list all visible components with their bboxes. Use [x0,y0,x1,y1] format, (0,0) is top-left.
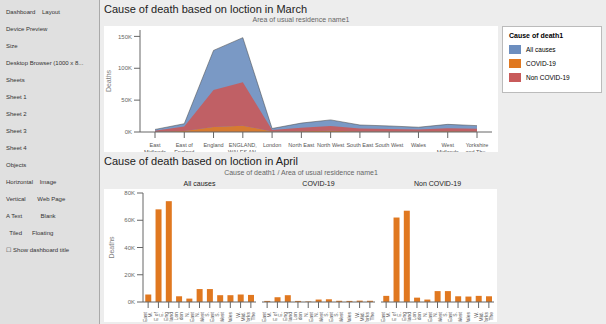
html-text:Cause of death based on loctio: Cause of death based on loction in March [104,3,307,15]
html-text:Objects: Objects [6,162,27,168]
html-text:Lon: Lon [173,312,180,321]
svg-text:Wales: Wales [465,312,471,322]
svg-text:Yorkshireand The..: Yorkshireand The.. [465,142,489,152]
html-text:W.: W. [472,312,479,318]
html-text:M.: M. [385,312,392,318]
html-text:E of: E of [271,312,278,321]
html-text:All causes: All causes [183,180,216,187]
html-text:M.: M. [266,312,273,318]
svg-text:Yorks& The: Yorks& The [364,312,375,322]
svg-text:Wales: Wales [227,312,233,322]
svg-text:EastMidlands: EastMidlands [144,142,166,152]
html-text:Mid.: Mid. [477,312,484,322]
html-text:COVID-19: COVID-19 [526,60,556,67]
html-text:Desktop Browser (1000 x 8...: Desktop Browser (1000 x 8... [6,60,84,66]
svg-text:60K: 60K [124,217,135,223]
html-text:Sheets: Sheets [6,77,25,83]
html-text:S.: S. [204,312,211,317]
html-text:N.: N. [302,312,309,317]
html-text:Lon: Lon [411,312,418,321]
html-text:E.: E. [276,312,283,317]
svg-text:Deaths: Deaths [108,236,115,259]
html-text:E.: E. [395,312,402,317]
html-text:Lon: Lon [292,312,299,321]
html-text:Dashboard Layout: Dashboard Layout [6,9,60,15]
html-text:Cause of death1: Cause of death1 [509,32,564,39]
svg-text:ENGLAND,WALES AN.: ENGLAND,WALES AN. [228,142,258,152]
svg-text:0K: 0K [128,299,135,305]
html-text:A Text Blank: A Text Blank [6,213,56,219]
html-text:S.: S. [323,312,330,317]
svg-text:London: London [263,142,281,148]
svg-text:S.West: S.West [333,311,344,322]
html-text:Eng: Eng [163,312,169,321]
html-text:E of: E of [152,312,159,321]
html-text:N.: N. [421,312,428,317]
svg-text:Wales: Wales [346,312,352,322]
svg-text:50K: 50K [121,97,132,103]
svg-text:East ofEngland: East ofEngland [174,142,194,152]
html-text:All causes: All causes [526,46,556,53]
svg-text:Yorks& The: Yorks& The [245,312,256,322]
html-text:S.: S. [442,312,449,317]
html-text:Size: Size [6,43,18,49]
svg-text:150K: 150K [118,34,132,40]
html-text:N.: N. [312,312,319,317]
html-text:M.: M. [147,312,154,318]
html-text:W.: W. [353,312,360,318]
svg-text:20K: 20K [124,272,135,278]
svg-text:40K: 40K [124,245,135,251]
html-text:E.: E. [157,312,164,317]
html-text:Area of usual residence name1: Area of usual residence name1 [252,16,350,23]
html-text:COVID-19: COVID-19 [302,180,335,187]
svg-text:England: England [203,142,223,148]
svg-text:North West: North West [317,142,345,148]
html-text:don: don [416,312,423,321]
html-text:Tiled Floating: Tiled Floating [6,230,54,236]
svg-text:Deaths: Deaths [105,69,112,92]
html-text:Cause of death based on loctio: Cause of death based on loction in April [104,155,298,167]
html-text:Device Preview: Device Preview [6,26,48,32]
html-text:Eng: Eng [282,312,288,321]
html-text:Sheet 3: Sheet 3 [6,128,27,134]
svg-text:South East: South East [346,142,373,148]
html-text:N.: N. [193,312,200,317]
html-text:Sheet 1: Sheet 1 [6,94,27,100]
html-text:land: land [287,312,293,322]
html-text:land: land [168,312,174,322]
html-text:☐ Show dashboard title: ☐ Show dashboard title [6,247,70,253]
html-text:Non COVID-19: Non COVID-19 [526,74,570,81]
html-text:don: don [297,312,304,321]
html-text:don: don [178,312,185,321]
svg-text:South West: South West [375,142,404,148]
html-text:Vertical Web Page: Vertical Web Page [6,196,66,202]
html-text:N.: N. [431,312,438,317]
svg-text:Wales: Wales [411,142,426,148]
svg-text:S.West: S.West [214,311,225,322]
html-text:Horizontal Image: Horizontal Image [6,179,57,185]
html-text:N.: N. [183,312,190,317]
html-text:W.: W. [234,312,241,318]
html-text:Sheet 4: Sheet 4 [6,145,27,151]
html-text:Mid.: Mid. [358,312,365,322]
svg-text:Yorks& The: Yorks& The [483,312,494,322]
svg-text:100K: 100K [118,65,132,71]
svg-text:80K: 80K [124,190,135,196]
svg-text:0K: 0K [125,129,132,135]
html-text:land: land [406,312,412,322]
html-text:E of: E of [390,312,397,321]
html-text:Eng: Eng [401,312,407,321]
html-text:Mid.: Mid. [239,312,246,322]
svg-text:WestMidlands: WestMidlands [437,142,459,152]
html-text:Non COVID-19: Non COVID-19 [414,180,461,187]
html-text:Sheet 2: Sheet 2 [6,111,27,117]
html-text:Cause of death1 / Area of usua: Cause of death1 / Area of usual residenc… [224,169,378,176]
svg-text:North East: North East [288,142,314,148]
svg-text:S.West: S.West [452,311,463,322]
